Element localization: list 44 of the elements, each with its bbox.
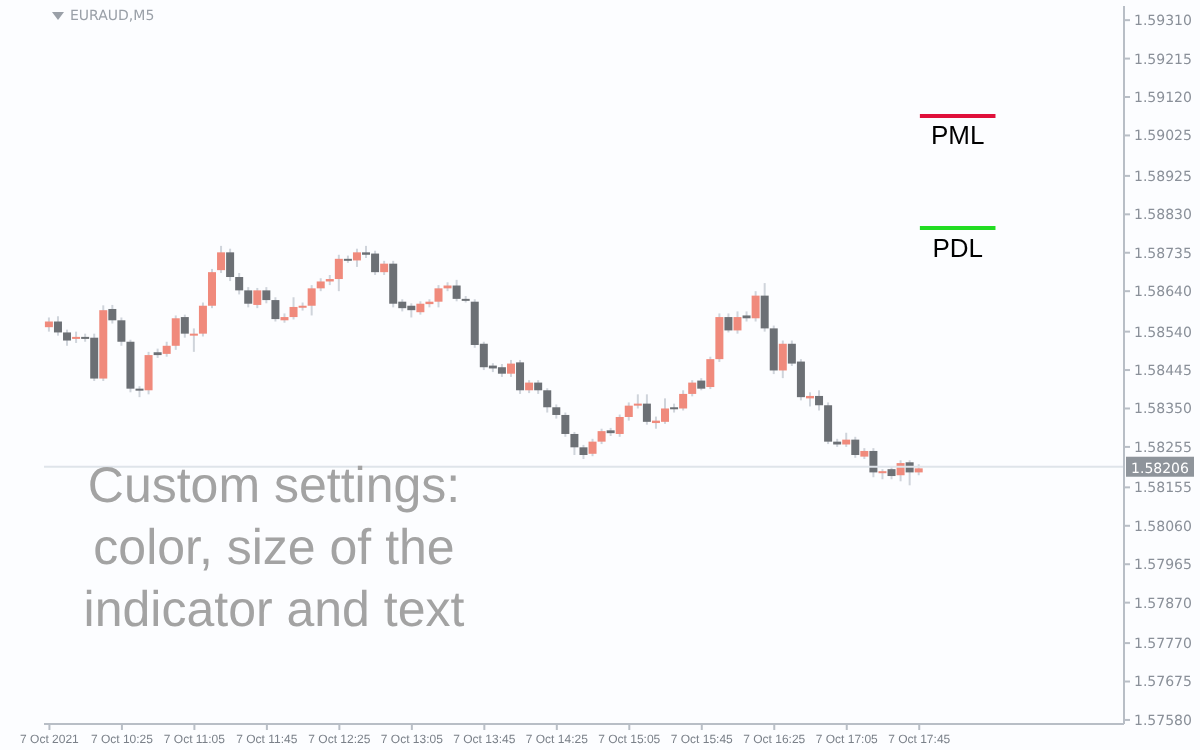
candlestick: [108, 303, 117, 325]
candlestick: [824, 401, 833, 446]
candlestick: [452, 278, 461, 303]
candlestick: [126, 338, 135, 394]
candlestick: [815, 389, 824, 412]
candlestick: [679, 389, 688, 412]
candlestick: [352, 247, 361, 268]
candlestick: [561, 411, 570, 438]
candlestick: [543, 387, 552, 414]
candlestick: [189, 327, 198, 353]
candlestick: [307, 284, 316, 317]
candlestick: [706, 355, 715, 391]
candlestick: [760, 282, 769, 333]
candlestick: [253, 286, 262, 310]
candlestick: [615, 413, 624, 438]
candlestick: [624, 401, 633, 422]
candlestick: [53, 315, 62, 337]
candlestick: [271, 296, 280, 323]
candlestick: [724, 312, 733, 334]
candlestick: [244, 286, 253, 309]
candlestick: [171, 314, 180, 351]
candlestick: [226, 247, 235, 283]
ref-line-label: PML: [930, 120, 985, 151]
candlestick: [570, 430, 579, 456]
candlestick: [516, 358, 525, 395]
candlestick: [180, 313, 189, 339]
candlestick: [778, 339, 787, 380]
candlestick: [434, 284, 443, 309]
candlestick: [751, 290, 760, 323]
candlestick: [715, 312, 724, 363]
candlestick: [207, 267, 216, 310]
candlestick: [851, 435, 860, 459]
annotation: Custom settings: color, size of the indicator and text: [81, 456, 467, 642]
candlestick: [144, 350, 153, 396]
candlestick: [642, 393, 651, 426]
ref-line-label: PDL: [932, 232, 983, 263]
candlestick: [235, 271, 244, 296]
candlestick: [334, 253, 343, 293]
candlestick: [117, 316, 126, 347]
candlestick: [198, 301, 207, 338]
candlestick: [733, 310, 742, 335]
candlestick: [217, 244, 226, 274]
candlestick: [389, 259, 398, 309]
candlestick: [769, 324, 778, 376]
